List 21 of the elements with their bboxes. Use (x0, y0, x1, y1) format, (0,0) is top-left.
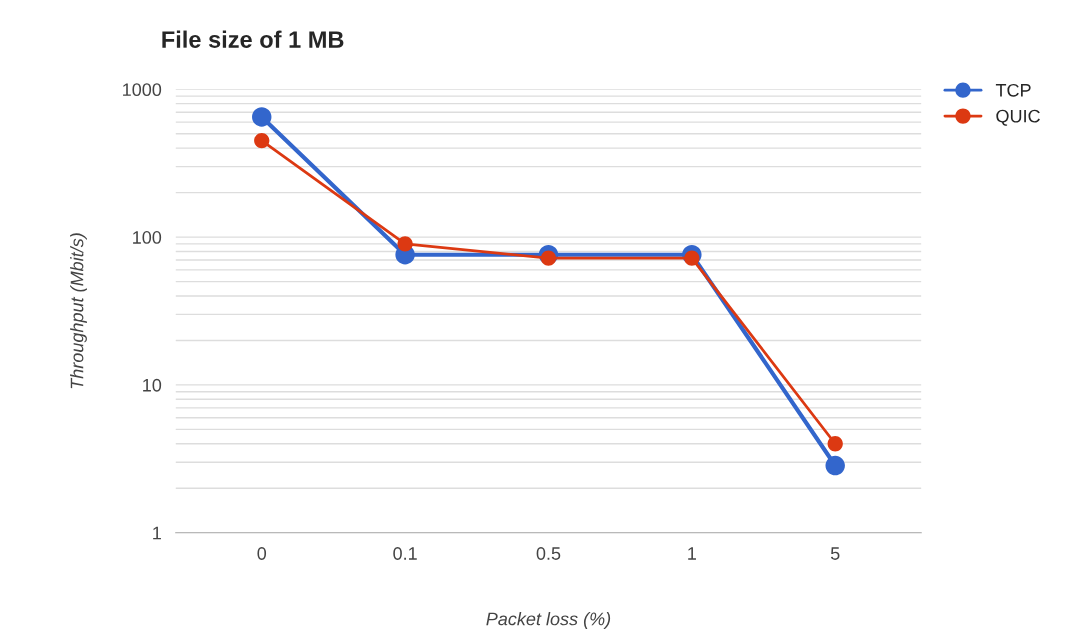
legend-label: TCP (995, 83, 1031, 97)
x-tick-label: 0.5 (536, 547, 561, 560)
point (825, 455, 845, 476)
x-tick-label: 0 (257, 547, 267, 560)
y-axis-title: Throughput (Mbit/s) (70, 233, 87, 389)
point (684, 250, 700, 266)
point (397, 236, 413, 252)
x-tick-label: 5 (830, 547, 840, 560)
y-tick-label: 100 (133, 231, 162, 244)
point (252, 107, 272, 127)
y-tick-label: 1 (153, 526, 161, 540)
chart-title: File size of 1 MB (162, 30, 344, 48)
x-tick-label: 0.1 (393, 547, 417, 560)
y-tick-label: 10 (143, 378, 162, 392)
point (827, 436, 843, 452)
y-tick-label: 1000 (123, 83, 162, 97)
point (254, 132, 270, 149)
x-tick-label: 1 (688, 547, 696, 560)
x-axis-title: Packet loss (%) (486, 612, 611, 629)
point (540, 250, 557, 266)
legend-label: QUIC (996, 109, 1040, 126)
